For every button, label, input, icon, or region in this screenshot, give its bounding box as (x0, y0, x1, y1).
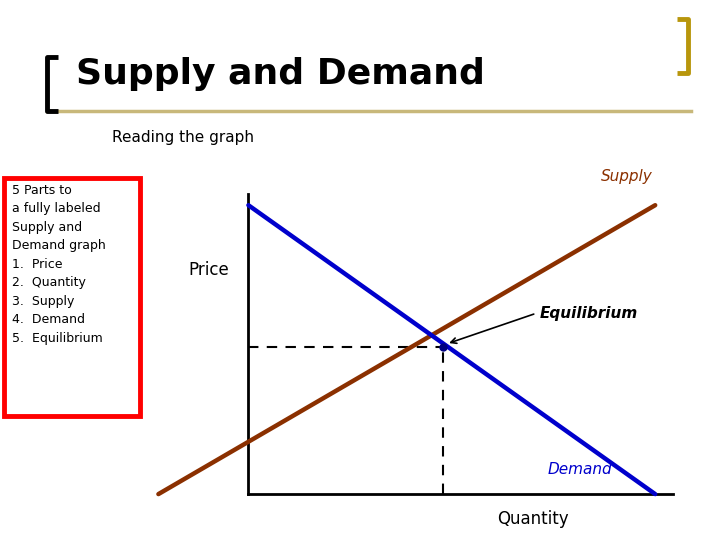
Text: Quantity: Quantity (497, 510, 569, 529)
Text: Price: Price (189, 261, 229, 279)
Text: Reading the graph: Reading the graph (112, 130, 253, 145)
Text: Equilibrium: Equilibrium (540, 306, 638, 321)
Text: 5 Parts to
a fully labeled
Supply and
Demand graph
1.  Price
2.  Quantity
3.  Su: 5 Parts to a fully labeled Supply and De… (12, 184, 106, 345)
Text: Demand: Demand (547, 462, 612, 477)
Text: Supply: Supply (601, 168, 653, 184)
Text: Supply and Demand: Supply and Demand (76, 57, 485, 91)
FancyBboxPatch shape (4, 178, 140, 416)
